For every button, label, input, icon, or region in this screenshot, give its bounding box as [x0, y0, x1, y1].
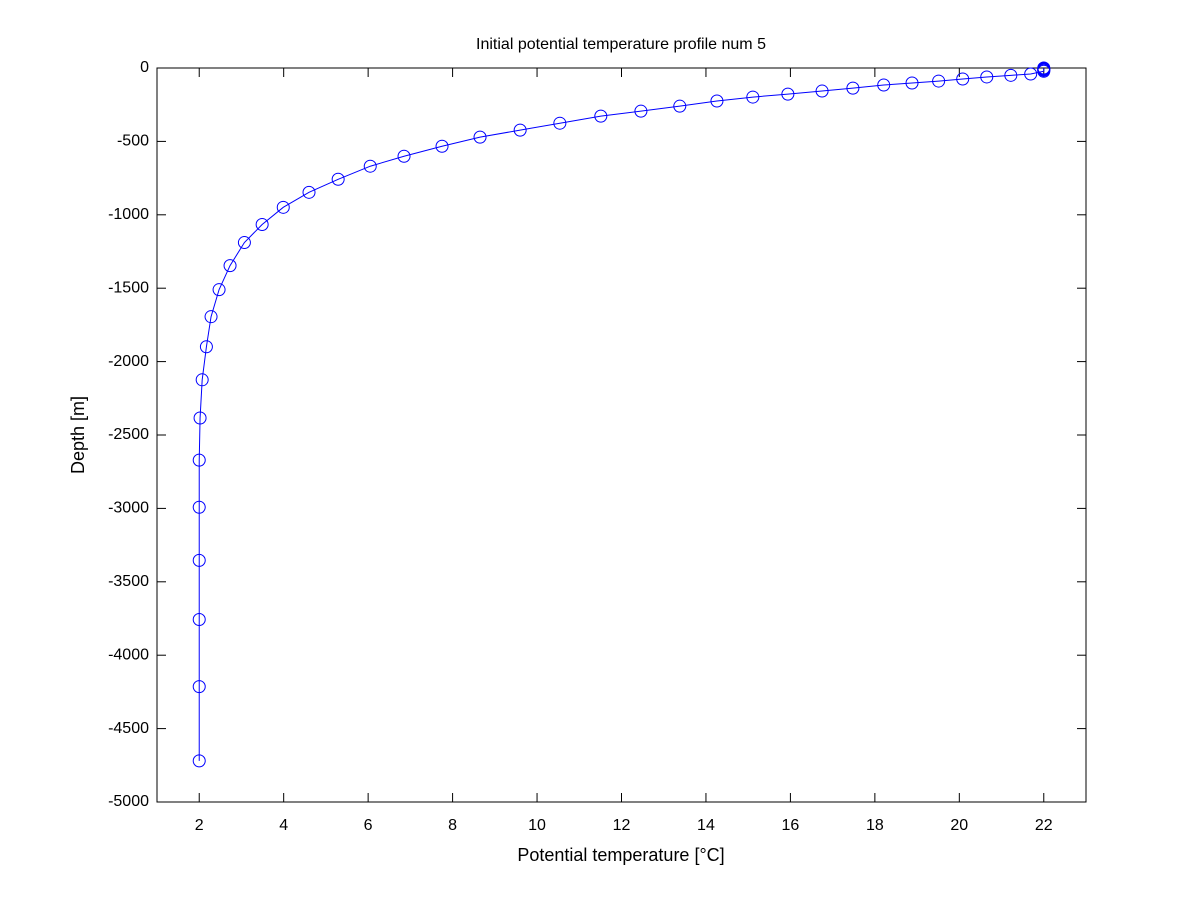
y-tick-label: -5000 — [108, 793, 149, 810]
data-point — [192, 613, 206, 627]
data-point — [397, 149, 411, 163]
chart-title: Initial potential temperature profile nu… — [476, 36, 766, 53]
data-point — [673, 99, 687, 113]
data-point — [193, 411, 207, 425]
y-tick-label: -1000 — [108, 206, 149, 223]
data-point — [956, 72, 970, 86]
data-point — [634, 104, 648, 118]
data-point — [513, 123, 527, 137]
data-point — [846, 81, 860, 95]
data-point — [815, 84, 829, 98]
data-point — [746, 90, 760, 104]
x-tick-label: 16 — [782, 817, 800, 834]
data-point — [473, 130, 487, 144]
data-point — [212, 283, 226, 297]
y-tick-label: -3500 — [108, 573, 149, 590]
x-tick-label: 18 — [866, 817, 884, 834]
data-point — [553, 116, 567, 130]
x-tick-label: 10 — [528, 817, 546, 834]
y-tick-label: -3000 — [108, 500, 149, 517]
data-point — [877, 78, 891, 92]
x-tick-label: 12 — [613, 817, 631, 834]
data-point — [932, 74, 946, 88]
data-point — [195, 373, 209, 387]
data-point — [255, 217, 269, 231]
y-tick-label: -4500 — [108, 720, 149, 737]
y-tick-label: -1500 — [108, 279, 149, 296]
y-tick-label: -4000 — [108, 646, 149, 663]
data-point — [781, 87, 795, 101]
data-point — [980, 70, 994, 84]
x-tick-label: 22 — [1035, 817, 1053, 834]
data-point — [331, 172, 345, 186]
data-point — [192, 680, 206, 694]
data-point — [199, 340, 213, 354]
data-point — [363, 159, 377, 173]
data-point — [905, 76, 919, 90]
data-point — [710, 94, 724, 108]
data-point — [192, 754, 206, 768]
x-tick-label: 20 — [950, 817, 968, 834]
y-tick-label: -500 — [117, 133, 149, 150]
data-point — [1004, 68, 1018, 82]
y-tick-label: -2000 — [108, 353, 149, 370]
data-point — [594, 109, 608, 123]
data-point — [192, 500, 206, 514]
data-point — [1037, 64, 1051, 78]
data-point — [192, 553, 206, 567]
data-point — [237, 236, 251, 250]
y-tick-label: 0 — [140, 59, 149, 76]
data-point — [435, 139, 449, 153]
x-tick-label: 6 — [364, 817, 373, 834]
y-tick-label: -2500 — [108, 426, 149, 443]
data-line — [198, 68, 1045, 761]
x-axis-label: Potential temperature [°C] — [517, 845, 724, 865]
data-point — [1024, 67, 1038, 81]
data-point — [302, 185, 316, 199]
y-axis-label: Depth [m] — [68, 396, 88, 474]
x-tick-label: 2 — [195, 817, 204, 834]
data-point — [204, 310, 218, 324]
plot-area — [156, 67, 1087, 803]
x-tick-label: 14 — [697, 817, 715, 834]
x-tick-label: 8 — [448, 817, 457, 834]
data-point — [223, 259, 237, 273]
x-tick-label: 4 — [279, 817, 288, 834]
data-point — [192, 453, 206, 467]
data-point — [276, 200, 290, 214]
